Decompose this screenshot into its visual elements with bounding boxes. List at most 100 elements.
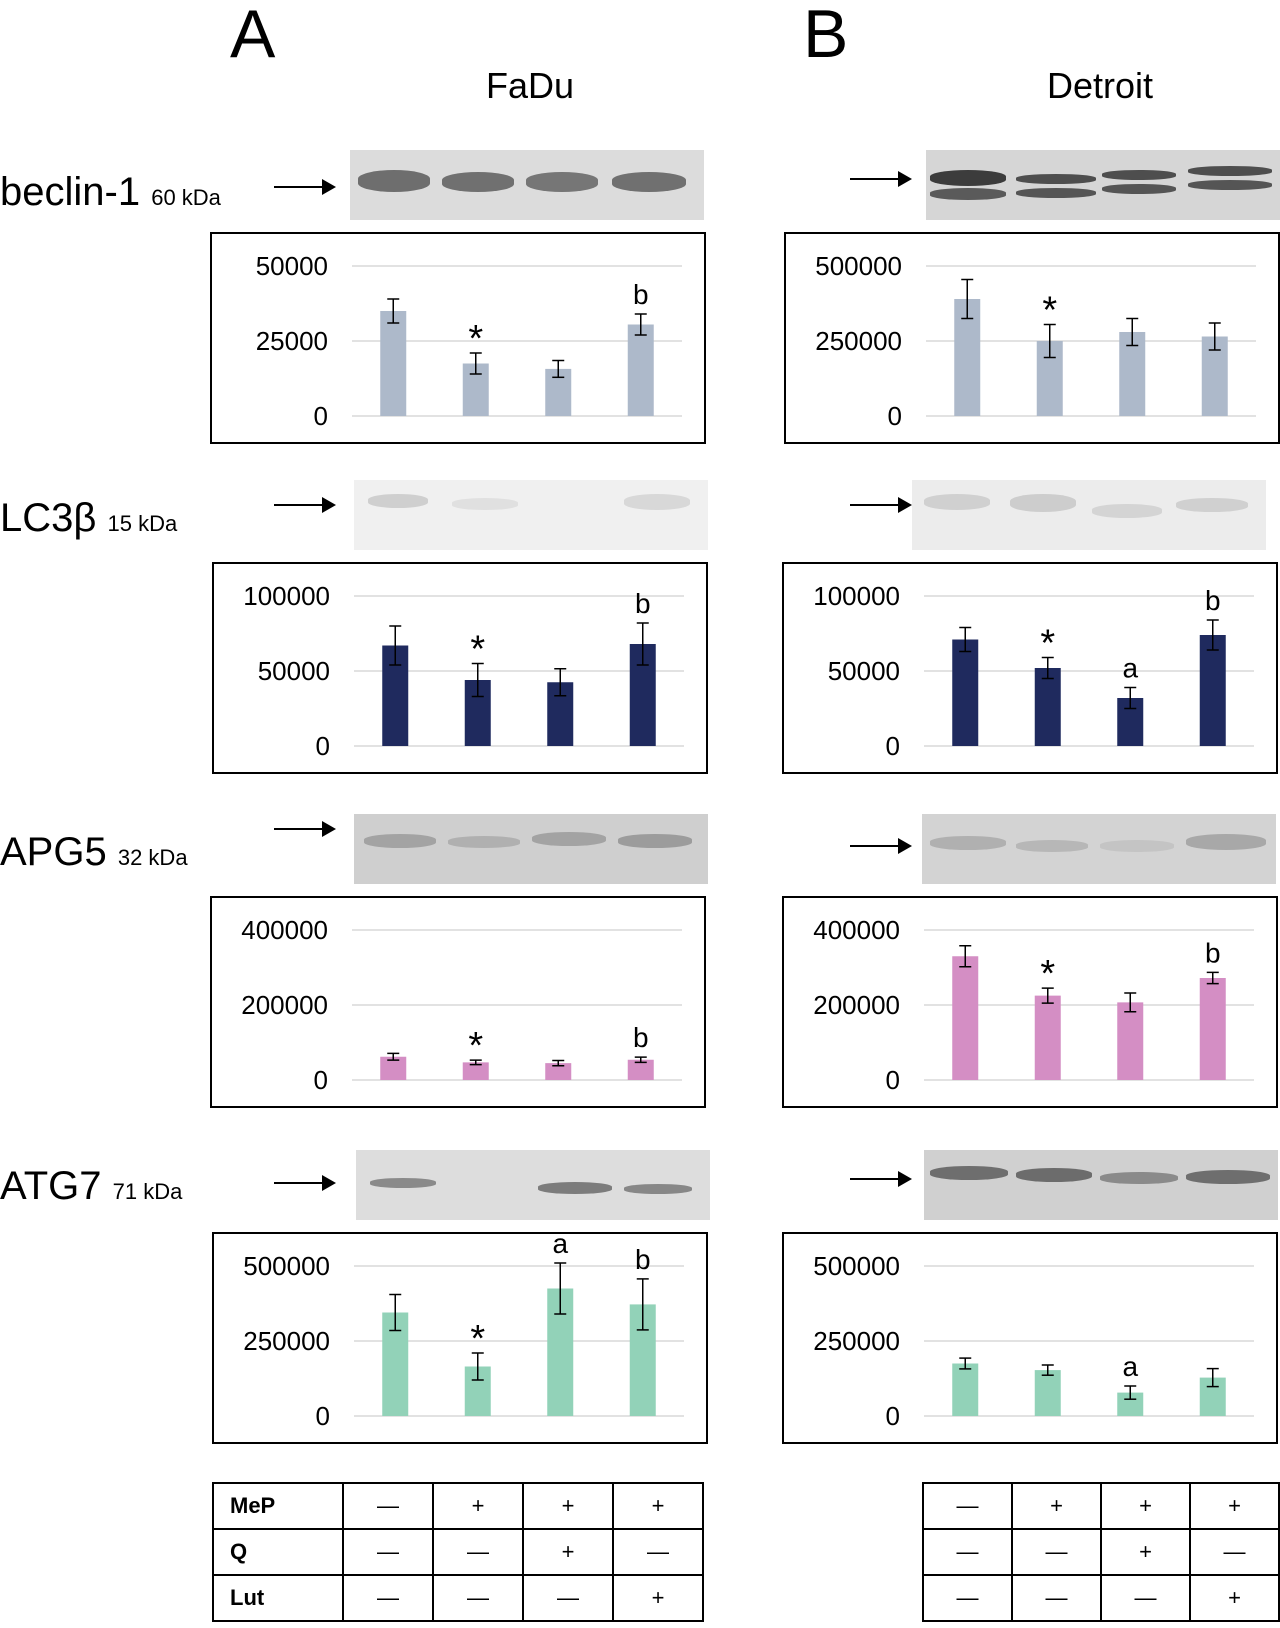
arrow-icon xyxy=(850,838,912,854)
bar xyxy=(952,956,979,1080)
table-cell: — xyxy=(612,1528,704,1576)
arrow-icon xyxy=(850,1171,912,1187)
y-tick-label: 400000 xyxy=(241,915,328,945)
bar xyxy=(1034,995,1061,1080)
treatment-table-fadu: MeP — + + + Q — — + — Lut — — — + xyxy=(212,1482,704,1622)
significance-mark: a xyxy=(1122,1351,1138,1382)
table-cell: + xyxy=(1100,1528,1191,1576)
blot-image-detroit-beclin xyxy=(926,150,1280,220)
table-row: — — — + xyxy=(922,1574,1280,1622)
bar xyxy=(1034,1370,1061,1416)
panel-letter-b: B xyxy=(803,0,849,72)
bar xyxy=(380,1056,407,1080)
table-cell: — xyxy=(342,1482,434,1530)
blot-image-fadu-atg7 xyxy=(356,1150,710,1220)
protein-label-apg5: APG5 32 kDa xyxy=(0,830,188,880)
chart-svg: 0 250000 500000 a xyxy=(813,1251,1254,1431)
chart-fadu-atg7: 0 250000 500000 * a b xyxy=(212,1232,708,1444)
protein-label-atg7: ATG7 71 kDa xyxy=(0,1164,182,1214)
table-cell: — xyxy=(1011,1574,1102,1622)
significance-mark: a xyxy=(1122,653,1138,684)
table-cell: — xyxy=(432,1574,524,1622)
table-cell: — xyxy=(1189,1528,1280,1576)
arrow-icon xyxy=(274,1175,336,1191)
bar xyxy=(1117,1002,1144,1080)
chart-detroit-apg5: 0 200000 400000 * b xyxy=(782,896,1278,1108)
row-label: MeP xyxy=(212,1482,344,1530)
y-tick-label: 100000 xyxy=(243,581,330,611)
bar xyxy=(1117,1392,1144,1416)
y-tick-label: 200000 xyxy=(241,990,328,1020)
blot-image-detroit-atg7 xyxy=(924,1150,1278,1220)
significance-mark: b xyxy=(1205,937,1221,968)
table-cell: — xyxy=(922,1482,1013,1530)
blot-image-fadu-lc3 xyxy=(354,480,708,550)
y-tick-label: 50000 xyxy=(258,656,330,686)
table-row: MeP — + + + xyxy=(212,1482,704,1530)
chart-fadu-apg5: 0 200000 400000 * b xyxy=(210,896,706,1108)
significance-mark: * xyxy=(1040,953,1055,995)
blot-image-detroit-lc3 xyxy=(912,480,1266,550)
row-label: Lut xyxy=(212,1574,344,1622)
y-tick-label: 250000 xyxy=(243,1326,330,1356)
blot-image-detroit-apg5 xyxy=(922,814,1276,884)
y-tick-label: 0 xyxy=(886,1065,900,1095)
bar xyxy=(627,324,654,416)
protein-kda: 60 kDa xyxy=(151,185,221,210)
table-cell: + xyxy=(1100,1482,1191,1530)
table-cell: + xyxy=(1189,1482,1280,1530)
table-cell: — xyxy=(342,1574,434,1622)
significance-mark: b xyxy=(1205,585,1221,616)
y-tick-label: 0 xyxy=(314,1065,328,1095)
arrow-icon xyxy=(274,179,336,195)
table-cell: — xyxy=(1100,1574,1191,1622)
protein-label-lc3: LC3β 15 kDa xyxy=(0,496,177,546)
table-cell: — xyxy=(342,1528,434,1576)
y-tick-label: 400000 xyxy=(813,915,900,945)
arrow-icon xyxy=(850,171,912,187)
bar xyxy=(627,1059,654,1080)
y-tick-label: 0 xyxy=(886,1401,900,1431)
chart-svg: 0 200000 400000 * b xyxy=(813,915,1254,1095)
table-cell: — xyxy=(922,1528,1013,1576)
chart-svg: 0 50000 100000 * b xyxy=(243,581,684,761)
chart-svg: 0 250000 500000 * xyxy=(815,251,1256,431)
y-tick-label: 200000 xyxy=(813,990,900,1020)
treatment-table-detroit: — + + + — — + — — — — + xyxy=(922,1482,1280,1622)
cell-line-fadu: FaDu xyxy=(485,65,575,106)
y-tick-label: 500000 xyxy=(243,1251,330,1281)
y-tick-label: 250000 xyxy=(815,326,902,356)
bar xyxy=(462,1062,489,1080)
bar xyxy=(380,311,407,416)
chart-svg: 0 50000 100000 * a b xyxy=(813,581,1254,761)
chart-detroit-beclin: 0 250000 500000 * xyxy=(784,232,1280,444)
protein-kda: 71 kDa xyxy=(112,1179,183,1204)
y-tick-label: 100000 xyxy=(813,581,900,611)
cell-line-detroit: Detroit xyxy=(1046,65,1154,106)
bar xyxy=(952,639,979,746)
significance-mark: * xyxy=(468,1025,483,1067)
significance-mark: * xyxy=(1042,290,1057,332)
significance-mark: b xyxy=(633,279,649,310)
significance-mark: b xyxy=(633,1022,649,1053)
y-tick-label: 0 xyxy=(888,401,902,431)
table-cell: — xyxy=(432,1528,524,1576)
table-cell: — xyxy=(1011,1528,1102,1576)
table-row: Q — — + — xyxy=(212,1528,704,1576)
table-cell: + xyxy=(522,1528,614,1576)
protein-label-beclin: beclin-1 60 kDa xyxy=(0,170,221,220)
chart-svg: 0 25000 50000 * b xyxy=(256,251,682,431)
bar xyxy=(1034,668,1061,746)
chart-svg: 0 250000 500000 * a b xyxy=(243,1234,684,1431)
y-tick-label: 500000 xyxy=(813,1251,900,1281)
blot-image-fadu-beclin xyxy=(350,150,704,220)
y-tick-label: 0 xyxy=(316,731,330,761)
y-tick-label: 50000 xyxy=(256,251,328,281)
arrow-icon xyxy=(274,497,336,513)
bar xyxy=(545,1063,572,1080)
significance-mark: * xyxy=(468,318,483,360)
chart-svg: 0 200000 400000 * b xyxy=(241,915,682,1095)
chart-fadu-lc3: 0 50000 100000 * b xyxy=(212,562,708,774)
bar xyxy=(1199,635,1226,746)
table-cell: — xyxy=(922,1574,1013,1622)
